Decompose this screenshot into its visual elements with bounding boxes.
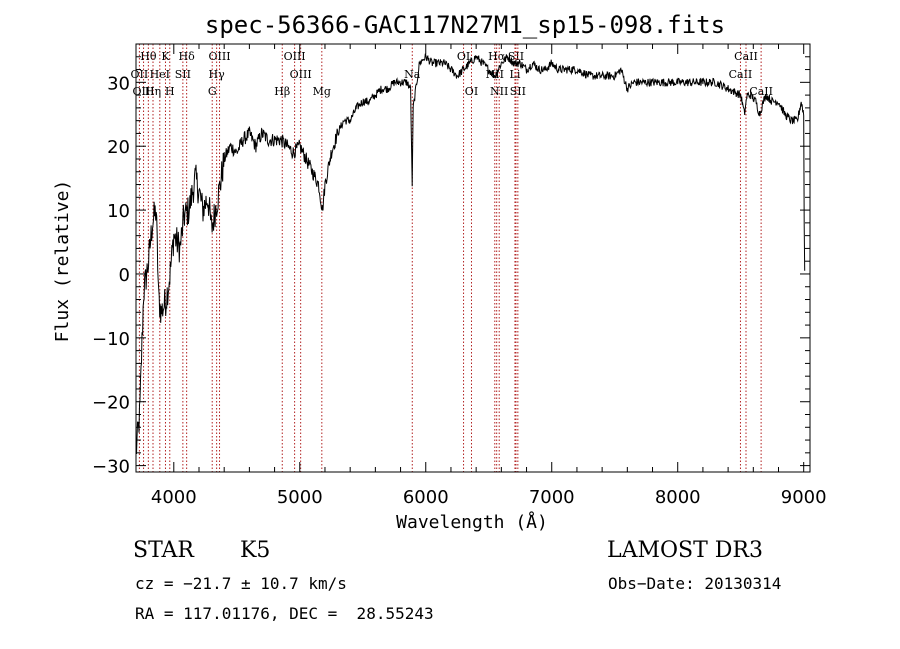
line-label-3: K [161, 50, 170, 63]
y-tick-label-0: 0 [119, 265, 130, 286]
object-subclass: K5 [240, 538, 271, 563]
line-label-26: CaII [734, 50, 758, 63]
line-label-20: Hα [488, 50, 506, 63]
y-tick-label--10: −10 [92, 329, 130, 350]
obs-date: Obs−Date: 20130314 [608, 574, 782, 593]
x-tick-label-4000: 4000 [151, 487, 197, 508]
spectrum-line [135, 53, 806, 455]
line-label-14: OIII [290, 68, 312, 81]
line-label-23: Li [510, 68, 521, 81]
line-label-27: CaII [749, 85, 773, 98]
line-label-1: OII [131, 68, 149, 81]
survey-name: LAMOST DR3 [607, 538, 763, 563]
y-tick-label-10: 10 [107, 201, 130, 222]
x-axis-label: Wavelength (Å) [396, 511, 548, 533]
chart-title: spec-56366-GAC117N27M1_sp15-098.fits [205, 11, 725, 39]
line-label-4: HeI [150, 68, 170, 81]
x-tick-label-9000: 9000 [781, 487, 827, 508]
y-axis-label: Flux (relative) [52, 180, 73, 343]
line-label-12: Hβ [274, 85, 290, 98]
line-label-15: Mg [313, 85, 331, 98]
line-label-0: Hθ [140, 50, 157, 63]
line-label-10: Hγ [209, 68, 226, 81]
axes-layer: 4000 5000 6000 7000 8000 9000 −30 −20 −10 0 10 20 30 [92, 43, 827, 508]
y-tick-label-30: 30 [107, 73, 130, 94]
line-label-6: H [165, 85, 175, 98]
y-tick-label--30: −30 [92, 457, 130, 478]
line-label-21: NII [490, 85, 508, 98]
line-label-25: CaII [729, 68, 753, 81]
y-tick-label-20: 20 [107, 137, 130, 158]
line-label-5: Hη [145, 85, 161, 98]
line-label-17: OI [457, 50, 470, 63]
ra-dec: RA = 117.01176, DEC = 28.55243 [135, 604, 434, 623]
line-label-11: G [208, 85, 217, 98]
redshift-cz: cz = −21.7 ± 10.7 km/s [135, 574, 347, 593]
plot-frame [135, 43, 811, 473]
line-label-18: OI [465, 85, 478, 98]
x-tick-label-7000: 7000 [529, 487, 575, 508]
x-tick-label-5000: 5000 [277, 487, 323, 508]
x-tick-label-8000: 8000 [655, 487, 701, 508]
line-label-24: SII [510, 85, 526, 98]
y-tick-label--20: −20 [92, 393, 130, 414]
line-label-7: SII [175, 68, 191, 81]
line-label-8: Hδ [179, 50, 196, 63]
x-tick-label-6000: 6000 [403, 487, 449, 508]
line-label-9: OIII [208, 50, 230, 63]
spectrum-layer [135, 53, 806, 455]
line-label-13: OIII [284, 50, 306, 63]
object-class: STAR [133, 538, 194, 563]
line-label-16: Na [404, 68, 421, 81]
